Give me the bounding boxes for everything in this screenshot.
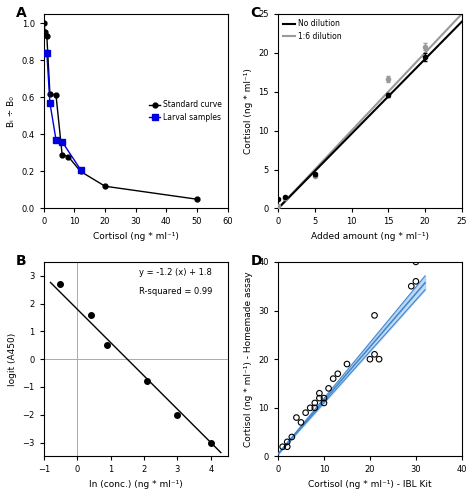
Point: [283, 438, 291, 446]
Point: [334, 370, 342, 378]
Point: [306, 404, 314, 412]
Text: A: A: [16, 6, 27, 20]
Text: C: C: [250, 6, 261, 20]
Point: [283, 443, 291, 451]
Legend: Standard curve, Larval samples: Standard curve, Larval samples: [147, 99, 224, 124]
Point: [371, 311, 378, 319]
Point: [366, 355, 374, 363]
Text: y = -1.2 (x) + 1.8: y = -1.2 (x) + 1.8: [139, 268, 212, 277]
Text: B: B: [16, 254, 27, 268]
Point: [207, 438, 215, 446]
Text: D: D: [250, 254, 262, 268]
X-axis label: Added amount (ng * ml⁻¹): Added amount (ng * ml⁻¹): [311, 232, 429, 241]
Standard curve: [102, 183, 108, 189]
Point: [57, 280, 64, 288]
Larval samples: [59, 139, 65, 145]
Standard curve: [47, 91, 53, 97]
Point: [371, 350, 378, 358]
Point: [343, 360, 351, 368]
Standard curve: [41, 20, 46, 26]
Larval samples: [78, 167, 83, 173]
Point: [173, 411, 181, 419]
Text: R-squared = 0.99: R-squared = 0.99: [139, 287, 213, 296]
Standard curve: [43, 29, 48, 35]
X-axis label: ln (conc.) (ng * ml⁻¹): ln (conc.) (ng * ml⁻¹): [89, 480, 182, 489]
Point: [325, 384, 332, 392]
Standard curve: [44, 33, 50, 39]
X-axis label: Cortisol (ng * ml⁻¹): Cortisol (ng * ml⁻¹): [93, 232, 179, 241]
Point: [320, 399, 328, 407]
Point: [103, 341, 111, 349]
Point: [329, 374, 337, 382]
Line: Standard curve: Standard curve: [41, 21, 200, 202]
Larval samples: [44, 50, 50, 56]
Point: [279, 443, 286, 451]
Legend: No dilution, 1:6 dilution: No dilution, 1:6 dilution: [282, 18, 343, 43]
Larval samples: [53, 137, 59, 143]
Point: [412, 258, 419, 266]
Point: [288, 433, 296, 441]
Point: [311, 399, 319, 407]
X-axis label: Cortisol (ng * ml⁻¹) - IBL Kit: Cortisol (ng * ml⁻¹) - IBL Kit: [308, 480, 432, 489]
Standard curve: [194, 196, 200, 202]
Point: [316, 394, 323, 402]
Point: [297, 419, 305, 427]
Standard curve: [78, 169, 83, 175]
Y-axis label: Cortisol (ng * ml⁻¹): Cortisol (ng * ml⁻¹): [244, 68, 253, 154]
Point: [87, 310, 94, 318]
Line: Larval samples: Larval samples: [42, 50, 83, 173]
Y-axis label: logit (A450): logit (A450): [8, 332, 17, 386]
Standard curve: [53, 92, 59, 98]
Point: [320, 394, 328, 402]
Standard curve: [65, 154, 71, 160]
Y-axis label: Cortisol (ng * ml⁻¹) - Homemade assay: Cortisol (ng * ml⁻¹) - Homemade assay: [244, 271, 253, 447]
Point: [302, 409, 310, 417]
Point: [292, 414, 300, 422]
Point: [408, 282, 415, 290]
Y-axis label: Bᵢ ÷ B₀: Bᵢ ÷ B₀: [7, 96, 16, 126]
Point: [311, 404, 319, 412]
Point: [412, 277, 419, 285]
Larval samples: [47, 100, 53, 106]
Point: [375, 355, 383, 363]
Standard curve: [59, 152, 65, 158]
Point: [316, 389, 323, 397]
Larval samples: [43, 50, 48, 56]
Point: [144, 377, 151, 385]
